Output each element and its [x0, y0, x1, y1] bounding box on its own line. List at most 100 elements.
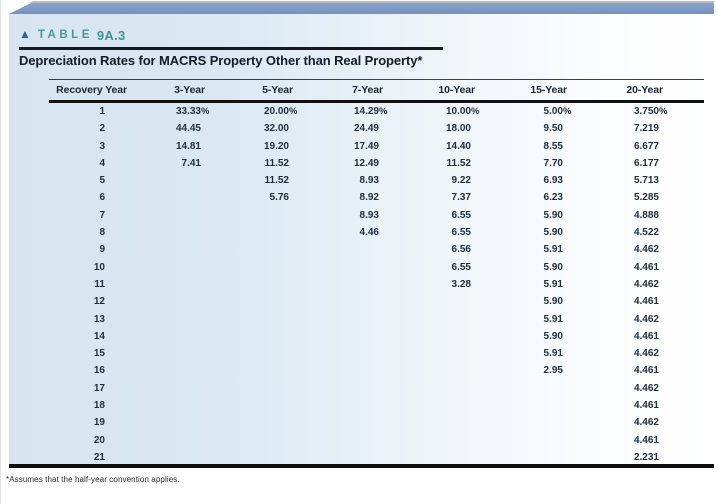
rate-cell: 4.461 [633, 365, 659, 377]
rate-cell: 4.461 [633, 400, 659, 412]
rate-cell: 4.462 [633, 313, 659, 325]
rate-cell: 5.90 [543, 261, 563, 273]
table-body: 1 33.33% 20.00% 14.29% 10.00% 5.00% 3.750% 2 44.… [49, 102, 704, 467]
rate-cell [209, 207, 297, 224]
rate-cell [479, 397, 571, 414]
table-row: 13 5.91 4.462 [49, 311, 704, 328]
table-row: 9 6.56 5.91 4.462 [49, 241, 704, 258]
rate-cell: 4.462 [633, 382, 659, 394]
rate-cell [131, 172, 209, 189]
rate-cell: 14.81 [175, 140, 201, 152]
recovery-year-cell: 14 [93, 330, 105, 342]
recovery-year-cell: 2 [99, 123, 105, 135]
table-row: 4 7.41 11.52 12.49 11.52 7.70 6.177 [49, 155, 704, 172]
rate-cell: 5.90 [543, 209, 563, 221]
rate-cell [131, 259, 209, 276]
rate-cell [479, 414, 571, 431]
rate-cell [131, 276, 209, 293]
rate-cell: 14.40 [445, 140, 471, 152]
rate-cell: 5.285 [633, 192, 659, 204]
rate-cell [209, 432, 297, 449]
rate-cell [131, 414, 209, 431]
rate-cell: 8.93 [359, 175, 379, 187]
rate-cell: 14.29% [353, 106, 388, 117]
rate-cell [209, 259, 297, 276]
rate-cell: 11.52 [446, 157, 471, 169]
rate-cell [209, 449, 297, 466]
rate-cell: 5.91 [543, 278, 563, 290]
recovery-year-cell: 17 [93, 382, 105, 394]
rate-cell: 8.93 [359, 209, 379, 221]
rate-cell: 4.462 [633, 417, 659, 429]
rate-cell: 8.55 [543, 140, 563, 152]
page-title: Depreciation Rates for MACRS Property Ot… [19, 53, 423, 68]
recovery-year-cell: 10 [93, 261, 105, 273]
table-row: 20 4.461 [49, 432, 704, 449]
table-panel: ▲ TABLE 9A.3 Depreciation Rates for MACR… [9, 14, 714, 468]
rate-cell [297, 432, 387, 449]
rate-cell: 6.23 [543, 192, 563, 204]
rate-cell [131, 380, 209, 397]
rate-cell: 6.56 [451, 244, 471, 256]
table-row: 19 4.462 [49, 414, 704, 431]
rate-cell [297, 449, 387, 466]
rate-cell: 33.33% [175, 106, 210, 117]
rate-cell: 7.41 [181, 157, 201, 169]
rate-cell [297, 414, 387, 431]
recovery-year-cell: 9 [99, 244, 105, 256]
rate-cell: 4.461 [633, 296, 659, 308]
rate-cell [209, 362, 297, 379]
rate-cell [297, 380, 387, 397]
rate-cell [209, 328, 297, 345]
table-label-word: TABLE [37, 29, 93, 41]
rate-cell [131, 207, 209, 224]
rate-cell [387, 328, 479, 345]
rate-cell [131, 189, 209, 206]
rate-cell [209, 224, 297, 241]
rate-cell [479, 449, 571, 466]
rate-cell: 5.91 [543, 348, 563, 360]
table-row: 17 4.462 [49, 380, 704, 397]
rate-cell [209, 380, 297, 397]
column-header: 20-Year [626, 84, 663, 96]
recovery-year-cell: 16 [93, 365, 105, 377]
rate-cell [479, 432, 571, 449]
recovery-year-cell: 12 [93, 296, 105, 308]
rate-cell: 44.45 [175, 123, 201, 135]
rate-cell [297, 345, 387, 362]
rate-cell: 3.750% [633, 106, 668, 117]
rate-cell [297, 259, 387, 276]
rate-cell [131, 362, 209, 379]
rate-cell [297, 311, 387, 328]
rate-cell: 7.70 [543, 157, 563, 169]
rate-cell: 4.46 [359, 227, 379, 239]
rate-cell: 7.219 [633, 123, 659, 135]
table-row: 8 4.46 6.55 5.90 4.522 [49, 224, 704, 241]
rate-cell [387, 293, 479, 310]
rate-cell [387, 380, 479, 397]
recovery-year-cell: 1 [99, 106, 105, 117]
column-header: 3-Year [174, 84, 205, 96]
column-header: 5-Year [262, 84, 293, 96]
table-row: 18 4.461 [49, 397, 704, 414]
rate-cell: 5.91 [543, 244, 563, 256]
rate-cell: 6.93 [543, 175, 563, 187]
rate-cell: 7.37 [451, 192, 471, 204]
rate-cell [209, 345, 297, 362]
rate-cell [131, 293, 209, 310]
table-header: Recovery Year 3-Year 5-Year 7-Year 10-Year 15… [49, 79, 704, 102]
rate-cell: 10.00% [445, 106, 480, 117]
rate-cell [387, 414, 479, 431]
rate-cell [209, 241, 297, 258]
recovery-year-cell: 8 [99, 227, 105, 239]
rate-cell [387, 449, 479, 466]
rate-cell: 6.55 [451, 209, 471, 221]
top-accent-bar [9, 3, 714, 14]
rate-cell [131, 432, 209, 449]
rate-cell: 5.90 [543, 227, 563, 239]
rate-cell [209, 311, 297, 328]
rate-cell: 4.461 [633, 434, 659, 446]
rate-cell: 5.00% [543, 106, 572, 117]
rate-cell: 6.177 [633, 157, 659, 169]
table-label-number: 9A.3 [96, 27, 126, 43]
